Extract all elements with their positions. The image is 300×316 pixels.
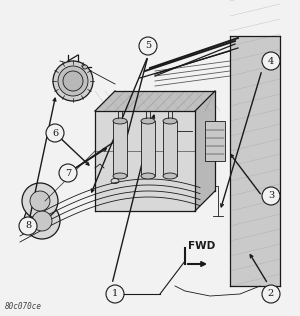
Circle shape [262, 285, 280, 303]
Circle shape [63, 71, 83, 91]
Circle shape [30, 191, 50, 211]
Text: 1: 1 [112, 289, 118, 299]
Circle shape [59, 164, 77, 182]
Circle shape [19, 217, 37, 235]
Circle shape [262, 187, 280, 205]
Circle shape [139, 37, 157, 55]
Polygon shape [95, 111, 195, 211]
Ellipse shape [141, 118, 155, 124]
Circle shape [32, 211, 52, 231]
Circle shape [58, 66, 88, 96]
Text: 8: 8 [25, 222, 31, 230]
Text: 4: 4 [268, 57, 274, 65]
Polygon shape [230, 36, 280, 286]
Ellipse shape [82, 65, 88, 69]
Text: 80c070ce: 80c070ce [5, 302, 42, 311]
Text: FWD: FWD [188, 241, 215, 251]
Circle shape [262, 52, 280, 70]
Ellipse shape [141, 173, 155, 179]
Ellipse shape [113, 173, 127, 179]
Ellipse shape [113, 118, 127, 124]
Circle shape [53, 61, 93, 101]
Polygon shape [113, 121, 127, 176]
Circle shape [22, 183, 58, 219]
Text: 2: 2 [268, 289, 274, 299]
Polygon shape [141, 121, 155, 176]
Polygon shape [95, 91, 215, 111]
Circle shape [46, 124, 64, 142]
Polygon shape [163, 121, 177, 176]
Ellipse shape [163, 118, 177, 124]
Polygon shape [205, 121, 225, 161]
Circle shape [106, 285, 124, 303]
Text: 3: 3 [268, 191, 274, 200]
Text: 5: 5 [145, 41, 151, 51]
Polygon shape [195, 91, 215, 211]
Text: 7: 7 [65, 168, 71, 178]
Circle shape [24, 203, 60, 239]
Text: 6: 6 [52, 129, 58, 137]
Ellipse shape [163, 173, 177, 179]
